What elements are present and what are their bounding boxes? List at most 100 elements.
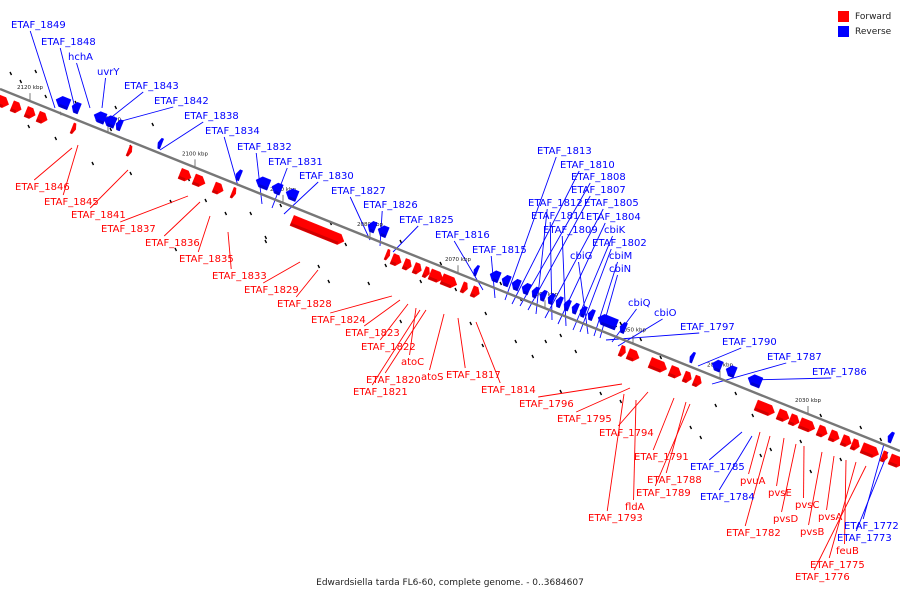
forward-gene-label[interactable]: ETAF_1791 bbox=[634, 452, 689, 463]
reverse-gene-label[interactable]: ETAF_1797 bbox=[680, 322, 735, 333]
reverse-gene[interactable] bbox=[54, 94, 72, 111]
reverse-gene-label[interactable]: ETAF_1830 bbox=[299, 171, 354, 182]
reverse-gene-label[interactable]: ETAF_1827 bbox=[331, 186, 386, 197]
forward-gene-label[interactable]: feuB bbox=[836, 546, 859, 557]
forward-gene[interactable] bbox=[787, 413, 801, 428]
forward-gene-label[interactable]: ETAF_1817 bbox=[446, 370, 501, 381]
forward-gene-label[interactable]: ETAF_1833 bbox=[212, 271, 267, 282]
reverse-gene-label[interactable]: ETAF_1772 bbox=[844, 521, 899, 532]
forward-gene[interactable] bbox=[469, 285, 482, 299]
reverse-gene-label[interactable]: ETAF_1831 bbox=[268, 157, 323, 168]
forward-gene-label[interactable]: ETAF_1822 bbox=[361, 342, 416, 353]
forward-gene-label[interactable]: pvsB bbox=[800, 527, 824, 538]
reverse-gene-label[interactable]: cbiQ bbox=[628, 298, 651, 309]
forward-gene[interactable] bbox=[35, 110, 49, 125]
forward-gene[interactable] bbox=[797, 417, 817, 434]
reverse-gene-label[interactable]: ETAF_1787 bbox=[767, 352, 822, 363]
forward-gene-label[interactable]: ETAF_1782 bbox=[726, 528, 781, 539]
reverse-gene-label[interactable]: ETAF_1826 bbox=[363, 200, 418, 211]
reverse-gene-label[interactable]: ETAF_1834 bbox=[205, 126, 260, 137]
forward-gene[interactable] bbox=[125, 145, 134, 157]
forward-gene-label[interactable]: pvsE bbox=[768, 488, 792, 499]
reverse-gene-label[interactable]: cbiK bbox=[604, 225, 626, 236]
reverse-gene-label[interactable]: cbiN bbox=[609, 264, 631, 275]
reverse-gene-label[interactable]: ETAF_1842 bbox=[154, 96, 209, 107]
forward-gene-label[interactable]: pvsA bbox=[818, 512, 842, 523]
forward-gene-label[interactable]: ETAF_1814 bbox=[481, 385, 536, 396]
forward-gene[interactable] bbox=[691, 374, 704, 388]
forward-gene-label[interactable]: ETAF_1829 bbox=[244, 285, 299, 296]
forward-gene-label[interactable]: ETAF_1794 bbox=[599, 428, 654, 439]
forward-gene-label[interactable]: ETAF_1793 bbox=[588, 513, 643, 524]
forward-gene[interactable] bbox=[839, 434, 853, 449]
reverse-gene-label[interactable]: ETAF_1810 bbox=[560, 160, 615, 171]
reverse-gene[interactable] bbox=[562, 299, 572, 312]
forward-gene[interactable] bbox=[229, 186, 238, 199]
forward-gene[interactable] bbox=[859, 442, 881, 460]
forward-gene[interactable] bbox=[0, 92, 11, 110]
forward-gene[interactable] bbox=[9, 100, 23, 115]
reverse-gene[interactable] bbox=[530, 286, 540, 299]
forward-gene-label[interactable]: pvsD bbox=[773, 514, 798, 525]
reverse-gene[interactable] bbox=[234, 169, 243, 182]
reverse-gene[interactable] bbox=[254, 175, 272, 191]
reverse-gene-label[interactable]: ETAF_1843 bbox=[124, 81, 179, 92]
reverse-gene-label[interactable]: ETAF_1807 bbox=[571, 185, 626, 196]
forward-gene-label[interactable]: pvsC bbox=[795, 500, 819, 511]
reverse-gene-label[interactable]: ETAF_1805 bbox=[584, 198, 639, 209]
forward-gene[interactable] bbox=[439, 273, 459, 290]
reverse-gene[interactable] bbox=[366, 220, 378, 234]
forward-gene[interactable] bbox=[775, 408, 791, 424]
reverse-gene-label[interactable]: ETAF_1815 bbox=[472, 245, 527, 256]
reverse-gene[interactable] bbox=[746, 373, 764, 389]
forward-gene-label[interactable]: ETAF_1788 bbox=[647, 475, 702, 486]
reverse-gene-label[interactable]: hchA bbox=[68, 52, 93, 63]
forward-gene[interactable] bbox=[827, 429, 841, 444]
forward-gene-label[interactable]: ETAF_1823 bbox=[345, 328, 400, 339]
forward-gene-label[interactable]: ETAF_1776 bbox=[795, 572, 850, 583]
reverse-gene[interactable] bbox=[500, 274, 512, 288]
reverse-gene[interactable] bbox=[472, 264, 481, 277]
forward-gene-label[interactable]: ETAF_1837 bbox=[101, 224, 156, 235]
reverse-gene[interactable] bbox=[710, 358, 724, 373]
forward-gene-label[interactable]: ETAF_1775 bbox=[810, 560, 865, 571]
forward-gene[interactable] bbox=[887, 453, 900, 469]
forward-gene[interactable] bbox=[625, 348, 641, 363]
forward-gene[interactable] bbox=[383, 248, 392, 261]
forward-gene[interactable] bbox=[879, 450, 890, 463]
forward-gene[interactable] bbox=[69, 122, 78, 135]
forward-gene[interactable] bbox=[459, 281, 470, 294]
reverse-gene-label[interactable]: ETAF_1849 bbox=[11, 20, 66, 31]
reverse-gene-label[interactable]: ETAF_1813 bbox=[537, 146, 592, 157]
forward-gene-label[interactable]: ETAF_1845 bbox=[44, 197, 99, 208]
reverse-gene-label[interactable]: ETAF_1808 bbox=[571, 172, 626, 183]
reverse-gene-label[interactable]: cbiM bbox=[609, 251, 632, 262]
reverse-gene[interactable] bbox=[554, 296, 564, 309]
reverse-gene-label[interactable]: cbiO bbox=[654, 308, 677, 319]
reverse-gene-label[interactable]: ETAF_1784 bbox=[700, 492, 755, 503]
reverse-gene[interactable] bbox=[570, 302, 580, 315]
forward-gene[interactable] bbox=[617, 345, 628, 357]
reverse-gene-label[interactable]: ETAF_1790 bbox=[722, 337, 777, 348]
forward-gene[interactable] bbox=[211, 181, 225, 196]
reverse-gene-label[interactable]: ETAF_1811 bbox=[531, 211, 586, 222]
reverse-gene[interactable] bbox=[618, 321, 628, 334]
reverse-gene[interactable] bbox=[578, 305, 588, 318]
reverse-gene-label[interactable]: ETAF_1812 bbox=[528, 198, 583, 209]
reverse-gene-label[interactable]: ETAF_1785 bbox=[690, 462, 745, 473]
reverse-gene[interactable] bbox=[688, 351, 697, 364]
reverse-gene[interactable] bbox=[156, 137, 165, 150]
reverse-gene[interactable] bbox=[376, 224, 390, 239]
forward-gene-label[interactable]: ETAF_1824 bbox=[311, 315, 366, 326]
reverse-gene[interactable] bbox=[546, 292, 556, 306]
forward-gene-label[interactable]: fldA bbox=[625, 502, 645, 513]
forward-gene[interactable] bbox=[849, 438, 862, 452]
reverse-gene[interactable] bbox=[488, 269, 502, 284]
reverse-gene[interactable] bbox=[92, 110, 108, 125]
forward-gene[interactable] bbox=[401, 258, 414, 271]
forward-gene[interactable] bbox=[815, 424, 829, 439]
reverse-gene[interactable] bbox=[538, 289, 548, 302]
reverse-gene[interactable] bbox=[102, 114, 118, 129]
forward-gene[interactable] bbox=[667, 365, 683, 380]
reverse-gene-label[interactable]: ETAF_1825 bbox=[399, 215, 454, 226]
